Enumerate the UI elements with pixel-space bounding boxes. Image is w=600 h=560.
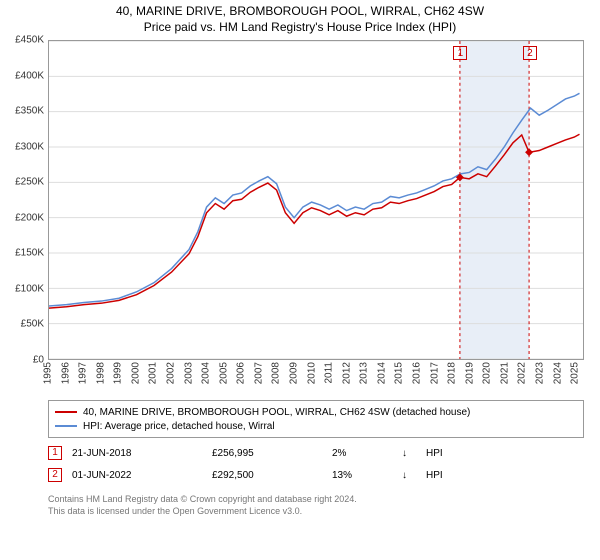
x-tick-label: 2019 xyxy=(464,362,475,384)
x-tick-label: 1998 xyxy=(95,362,106,384)
y-tick-label: £300K xyxy=(4,141,44,152)
legend: 40, MARINE DRIVE, BROMBOROUGH POOL, WIRR… xyxy=(48,400,584,438)
legend-label: HPI: Average price, detached house, Wirr… xyxy=(83,421,275,432)
x-tick-label: 2023 xyxy=(535,362,546,384)
x-tick-label: 2006 xyxy=(236,362,247,384)
y-tick-label: £450K xyxy=(4,35,44,46)
y-tick-label: £100K xyxy=(4,283,44,294)
x-tick-label: 1996 xyxy=(60,362,71,384)
sale-diff: 2% xyxy=(332,448,392,459)
sales-table: 1 21-JUN-2018 £256,995 2% ↓ HPI 2 01-JUN… xyxy=(48,442,584,486)
footer-line-1: Contains HM Land Registry data © Crown c… xyxy=(48,494,584,506)
sale-date: 01-JUN-2022 xyxy=(72,470,202,481)
legend-item: 40, MARINE DRIVE, BROMBOROUGH POOL, WIRR… xyxy=(55,405,577,419)
sale-date: 21-JUN-2018 xyxy=(72,448,202,459)
x-tick-label: 2003 xyxy=(183,362,194,384)
sale-vs: HPI xyxy=(426,470,584,481)
x-tick-label: 2005 xyxy=(218,362,229,384)
sale-price: £292,500 xyxy=(212,470,322,481)
x-tick-label: 2012 xyxy=(341,362,352,384)
x-tick-label: 1999 xyxy=(113,362,124,384)
x-tick-label: 1995 xyxy=(43,362,54,384)
x-tick-label: 2018 xyxy=(447,362,458,384)
x-tick-label: 2016 xyxy=(412,362,423,384)
x-tick-label: 2017 xyxy=(429,362,440,384)
sale-row: 2 01-JUN-2022 £292,500 13% ↓ HPI xyxy=(48,464,584,486)
event-marker-label: 1 xyxy=(453,46,467,60)
x-tick-label: 2014 xyxy=(376,362,387,384)
x-tick-label: 2011 xyxy=(324,362,335,384)
footer-attribution: Contains HM Land Registry data © Crown c… xyxy=(48,494,584,517)
y-tick-label: £0 xyxy=(4,355,44,366)
y-tick-label: £150K xyxy=(4,248,44,259)
x-tick-label: 2002 xyxy=(166,362,177,384)
sale-marker: 1 xyxy=(48,446,62,460)
y-tick-label: £50K xyxy=(4,319,44,330)
x-tick-label: 1997 xyxy=(78,362,89,384)
x-tick-label: 2004 xyxy=(201,362,212,384)
y-tick-label: £250K xyxy=(4,177,44,188)
title-line-2: Price paid vs. HM Land Registry's House … xyxy=(0,20,600,36)
legend-swatch xyxy=(55,411,77,413)
x-tick-label: 2009 xyxy=(289,362,300,384)
sale-vs: HPI xyxy=(426,448,584,459)
down-arrow-icon: ↓ xyxy=(402,470,416,481)
chart-container: 40, MARINE DRIVE, BROMBOROUGH POOL, WIRR… xyxy=(0,0,600,560)
sale-diff: 13% xyxy=(332,470,392,481)
sale-row: 1 21-JUN-2018 £256,995 2% ↓ HPI xyxy=(48,442,584,464)
legend-swatch xyxy=(55,425,77,427)
x-tick-label: 2007 xyxy=(253,362,264,384)
sale-price: £256,995 xyxy=(212,448,322,459)
x-tick-label: 2001 xyxy=(148,362,159,384)
footer-line-2: This data is licensed under the Open Gov… xyxy=(48,506,584,518)
x-tick-label: 2025 xyxy=(570,362,581,384)
title-line-1: 40, MARINE DRIVE, BROMBOROUGH POOL, WIRR… xyxy=(0,4,600,20)
x-tick-label: 2021 xyxy=(499,362,510,384)
legend-item: HPI: Average price, detached house, Wirr… xyxy=(55,419,577,433)
plot-area xyxy=(48,40,584,360)
plot-svg xyxy=(49,41,583,359)
y-tick-label: £400K xyxy=(4,70,44,81)
x-tick-label: 2008 xyxy=(271,362,282,384)
legend-label: 40, MARINE DRIVE, BROMBOROUGH POOL, WIRR… xyxy=(83,407,470,418)
sale-marker: 2 xyxy=(48,468,62,482)
x-tick-label: 2015 xyxy=(394,362,405,384)
x-tick-label: 2000 xyxy=(130,362,141,384)
down-arrow-icon: ↓ xyxy=(402,448,416,459)
x-tick-label: 2010 xyxy=(306,362,317,384)
event-marker-label: 2 xyxy=(523,46,537,60)
y-tick-label: £350K xyxy=(4,106,44,117)
x-tick-label: 2020 xyxy=(482,362,493,384)
x-tick-label: 2024 xyxy=(552,362,563,384)
chart-title: 40, MARINE DRIVE, BROMBOROUGH POOL, WIRR… xyxy=(0,0,600,35)
x-tick-label: 2013 xyxy=(359,362,370,384)
x-tick-label: 2022 xyxy=(517,362,528,384)
y-tick-label: £200K xyxy=(4,212,44,223)
